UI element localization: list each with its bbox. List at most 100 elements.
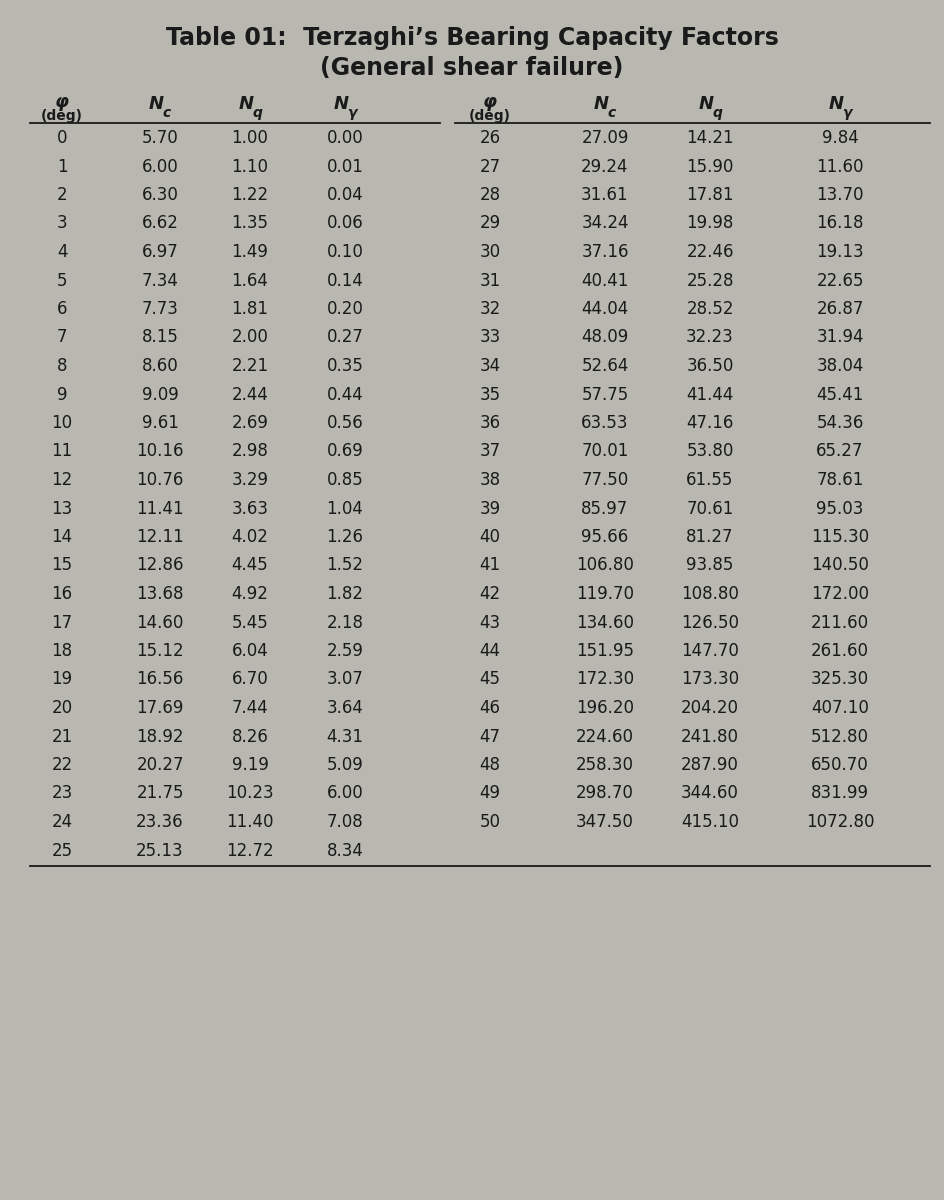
Text: 0.35: 0.35 xyxy=(327,358,363,374)
Text: 25.13: 25.13 xyxy=(136,841,184,859)
Text: 14: 14 xyxy=(51,528,73,546)
Text: 22.46: 22.46 xyxy=(686,242,733,260)
Text: 4: 4 xyxy=(57,242,67,260)
Text: 37: 37 xyxy=(480,443,500,461)
Text: q: q xyxy=(712,106,722,120)
Text: 7: 7 xyxy=(57,329,67,347)
Text: 298.70: 298.70 xyxy=(576,785,634,803)
Text: 1.04: 1.04 xyxy=(327,499,363,517)
Text: 6.00: 6.00 xyxy=(142,157,178,175)
Text: 46: 46 xyxy=(480,698,500,716)
Text: 5.70: 5.70 xyxy=(142,128,178,146)
Text: 1.81: 1.81 xyxy=(231,300,268,318)
Text: 95.66: 95.66 xyxy=(582,528,629,546)
Text: 95.03: 95.03 xyxy=(817,499,864,517)
Text: 28: 28 xyxy=(480,186,500,204)
Text: 1.00: 1.00 xyxy=(231,128,268,146)
Text: 241.80: 241.80 xyxy=(681,727,739,745)
Text: 5: 5 xyxy=(57,271,67,289)
Text: 512.80: 512.80 xyxy=(811,727,869,745)
Text: φ: φ xyxy=(483,92,497,110)
Text: 3.07: 3.07 xyxy=(327,671,363,689)
Text: 53.80: 53.80 xyxy=(686,443,733,461)
Text: 0.56: 0.56 xyxy=(327,414,363,432)
Text: N: N xyxy=(699,95,714,113)
Text: 11.40: 11.40 xyxy=(227,814,274,830)
Text: 6.04: 6.04 xyxy=(231,642,268,660)
Text: 344.60: 344.60 xyxy=(681,785,739,803)
Text: 2.44: 2.44 xyxy=(231,385,268,403)
Text: 18: 18 xyxy=(51,642,73,660)
Text: 36: 36 xyxy=(480,414,500,432)
Text: 21.75: 21.75 xyxy=(136,785,184,803)
Text: 27: 27 xyxy=(480,157,500,175)
Text: 32.23: 32.23 xyxy=(686,329,733,347)
Text: γ: γ xyxy=(347,106,357,120)
Text: 12: 12 xyxy=(51,470,73,490)
Text: 19.13: 19.13 xyxy=(817,242,864,260)
Text: 11: 11 xyxy=(51,443,73,461)
Text: 7.73: 7.73 xyxy=(142,300,178,318)
Text: 3: 3 xyxy=(57,215,67,233)
Text: 8.34: 8.34 xyxy=(327,841,363,859)
Text: 40: 40 xyxy=(480,528,500,546)
Text: 3.64: 3.64 xyxy=(327,698,363,716)
Text: 45.41: 45.41 xyxy=(817,385,864,403)
Text: γ: γ xyxy=(842,106,851,120)
Text: 0.04: 0.04 xyxy=(327,186,363,204)
Text: 1072.80: 1072.80 xyxy=(806,814,874,830)
Text: 31.61: 31.61 xyxy=(582,186,629,204)
Text: 18.92: 18.92 xyxy=(136,727,184,745)
Text: 0.14: 0.14 xyxy=(327,271,363,289)
Text: 0.85: 0.85 xyxy=(327,470,363,490)
Text: 85.97: 85.97 xyxy=(582,499,629,517)
Text: 8.60: 8.60 xyxy=(142,358,178,374)
Text: 12.72: 12.72 xyxy=(227,841,274,859)
Text: 9.61: 9.61 xyxy=(142,414,178,432)
Text: 10.76: 10.76 xyxy=(136,470,184,490)
Text: 172.30: 172.30 xyxy=(576,671,634,689)
Text: 6.70: 6.70 xyxy=(231,671,268,689)
Text: c: c xyxy=(608,106,616,120)
Text: 93.85: 93.85 xyxy=(686,557,733,575)
Text: 57.75: 57.75 xyxy=(582,385,629,403)
Text: 0.06: 0.06 xyxy=(327,215,363,233)
Text: 25.28: 25.28 xyxy=(686,271,733,289)
Text: 173.30: 173.30 xyxy=(681,671,739,689)
Text: 61.55: 61.55 xyxy=(686,470,733,490)
Text: 44.04: 44.04 xyxy=(582,300,629,318)
Text: N: N xyxy=(148,95,163,113)
Text: 325.30: 325.30 xyxy=(811,671,869,689)
Text: q: q xyxy=(252,106,261,120)
Text: 38: 38 xyxy=(480,470,500,490)
Text: 2.21: 2.21 xyxy=(231,358,268,374)
Text: 415.10: 415.10 xyxy=(681,814,739,830)
Text: 4.31: 4.31 xyxy=(327,727,363,745)
Text: 23.36: 23.36 xyxy=(136,814,184,830)
Text: 140.50: 140.50 xyxy=(811,557,868,575)
Text: Table 01:  Terzaghi’s Bearing Capacity Factors: Table 01: Terzaghi’s Bearing Capacity Fa… xyxy=(165,26,779,50)
Text: 25: 25 xyxy=(51,841,73,859)
Text: 9: 9 xyxy=(57,385,67,403)
Text: 26.87: 26.87 xyxy=(817,300,864,318)
Text: 12.11: 12.11 xyxy=(136,528,184,546)
Text: 38.04: 38.04 xyxy=(817,358,864,374)
Text: 650.70: 650.70 xyxy=(811,756,868,774)
Text: 22.65: 22.65 xyxy=(817,271,864,289)
Text: 9.09: 9.09 xyxy=(142,385,178,403)
Text: 0.27: 0.27 xyxy=(327,329,363,347)
Text: 8.15: 8.15 xyxy=(142,329,178,347)
Text: 106.80: 106.80 xyxy=(576,557,634,575)
Text: 15: 15 xyxy=(51,557,73,575)
Text: 31.94: 31.94 xyxy=(817,329,864,347)
Text: 54.36: 54.36 xyxy=(817,414,864,432)
Text: (deg): (deg) xyxy=(469,109,511,122)
Text: 50: 50 xyxy=(480,814,500,830)
Text: 7.08: 7.08 xyxy=(327,814,363,830)
Text: 2.00: 2.00 xyxy=(231,329,268,347)
Text: 407.10: 407.10 xyxy=(811,698,868,716)
Text: 147.70: 147.70 xyxy=(681,642,739,660)
Text: 17.81: 17.81 xyxy=(686,186,733,204)
Text: 16.56: 16.56 xyxy=(136,671,184,689)
Text: 77.50: 77.50 xyxy=(582,470,629,490)
